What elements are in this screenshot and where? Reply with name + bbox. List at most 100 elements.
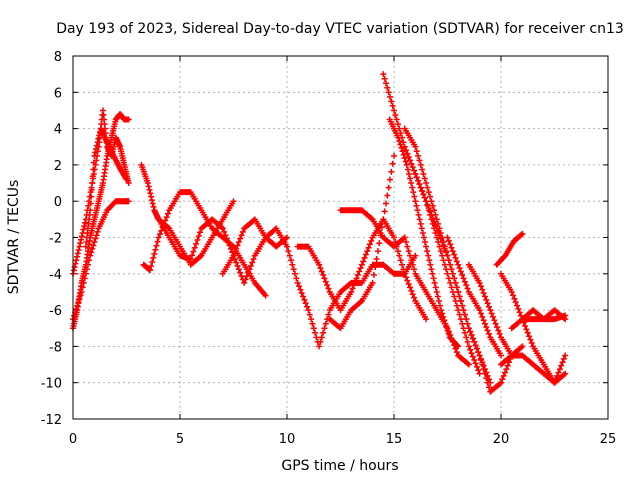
data-point [449, 288, 456, 295]
data-point [302, 300, 309, 307]
data-point [427, 193, 434, 200]
data-point [508, 288, 515, 295]
data-point [378, 224, 385, 231]
data-point [499, 376, 506, 383]
data-point [386, 93, 393, 100]
data-point [162, 217, 169, 224]
data-point [409, 184, 416, 191]
data-point [460, 307, 467, 314]
data-point [412, 170, 419, 177]
data-point [468, 350, 475, 357]
data-point [485, 303, 492, 310]
data-point [191, 244, 198, 251]
data-point [476, 307, 483, 314]
data-point [373, 256, 380, 263]
data-point [445, 330, 452, 337]
data-point [459, 302, 466, 309]
data-point [475, 349, 482, 356]
data-point [465, 343, 472, 350]
data-point [404, 243, 411, 250]
data-point [249, 259, 256, 266]
data-point [448, 266, 455, 273]
data-point [231, 249, 238, 256]
data-point [485, 330, 492, 337]
data-point [438, 307, 445, 314]
data-point [370, 271, 377, 278]
data-point [417, 184, 424, 191]
data-point [511, 295, 518, 302]
data-point [73, 305, 80, 312]
grid-lines [72, 55, 609, 420]
data-point [89, 180, 96, 187]
data-point [313, 334, 320, 341]
y-tick-label: 4 [54, 123, 62, 138]
data-point [148, 263, 155, 270]
x-tick-label: 0 [69, 432, 77, 447]
data-point [93, 146, 100, 153]
data-point [80, 226, 87, 233]
data-point [448, 284, 455, 291]
data-point [364, 248, 371, 255]
x-tick-labels: 0 5 10 15 20 25 [69, 432, 616, 447]
data-point [187, 256, 194, 263]
data-point [510, 292, 517, 299]
data-point [235, 266, 242, 273]
data-point [485, 384, 492, 391]
data-point [400, 266, 407, 273]
data-point [428, 266, 435, 273]
data-marks [70, 71, 569, 395]
data-point [317, 265, 324, 272]
data-point [421, 175, 428, 182]
data-point [322, 320, 329, 327]
data-point [426, 257, 433, 264]
data-point [489, 313, 496, 320]
data-point [455, 288, 462, 295]
data-point [221, 228, 228, 235]
data-point [463, 334, 470, 341]
data-point [262, 292, 269, 299]
data-point [464, 320, 471, 327]
data-point [144, 180, 151, 187]
data-point [410, 189, 417, 196]
data-point [441, 245, 448, 252]
data-point [487, 307, 494, 314]
data-point [288, 257, 295, 264]
data-point [81, 275, 88, 282]
data-point [234, 242, 241, 249]
data-point [463, 316, 470, 323]
data-point [374, 248, 381, 255]
data-point [405, 170, 412, 177]
y-tick-label: -6 [49, 304, 62, 319]
series-arc-4 [82, 125, 130, 250]
plot-frame [72, 55, 609, 420]
data-point [241, 279, 248, 286]
data-point [423, 198, 430, 205]
y-tick-labels: -12 -10 -8 -6 -4 -2 0 2 4 6 8 [41, 50, 62, 428]
x-tick-label: 10 [279, 432, 296, 447]
data-point [77, 292, 84, 299]
data-point [416, 181, 423, 188]
data-point [449, 270, 456, 277]
data-point [493, 324, 500, 331]
data-point [306, 311, 313, 318]
data-point [451, 251, 458, 258]
data-point [423, 316, 430, 323]
data-point [491, 317, 498, 324]
data-point [425, 252, 432, 259]
data-point [385, 89, 392, 96]
data-point [429, 270, 436, 277]
data-point [401, 155, 408, 162]
data-point [440, 257, 447, 264]
data-point [562, 352, 569, 359]
data-point [423, 243, 430, 250]
data-point [476, 279, 483, 286]
x-tick-label: 15 [386, 432, 403, 447]
data-point [190, 248, 197, 255]
data-point [419, 229, 426, 236]
data-point [512, 299, 519, 306]
data-point [460, 325, 467, 332]
data-point [425, 205, 432, 212]
data-point [484, 379, 491, 386]
data-point [73, 257, 80, 264]
data-point [92, 235, 99, 242]
